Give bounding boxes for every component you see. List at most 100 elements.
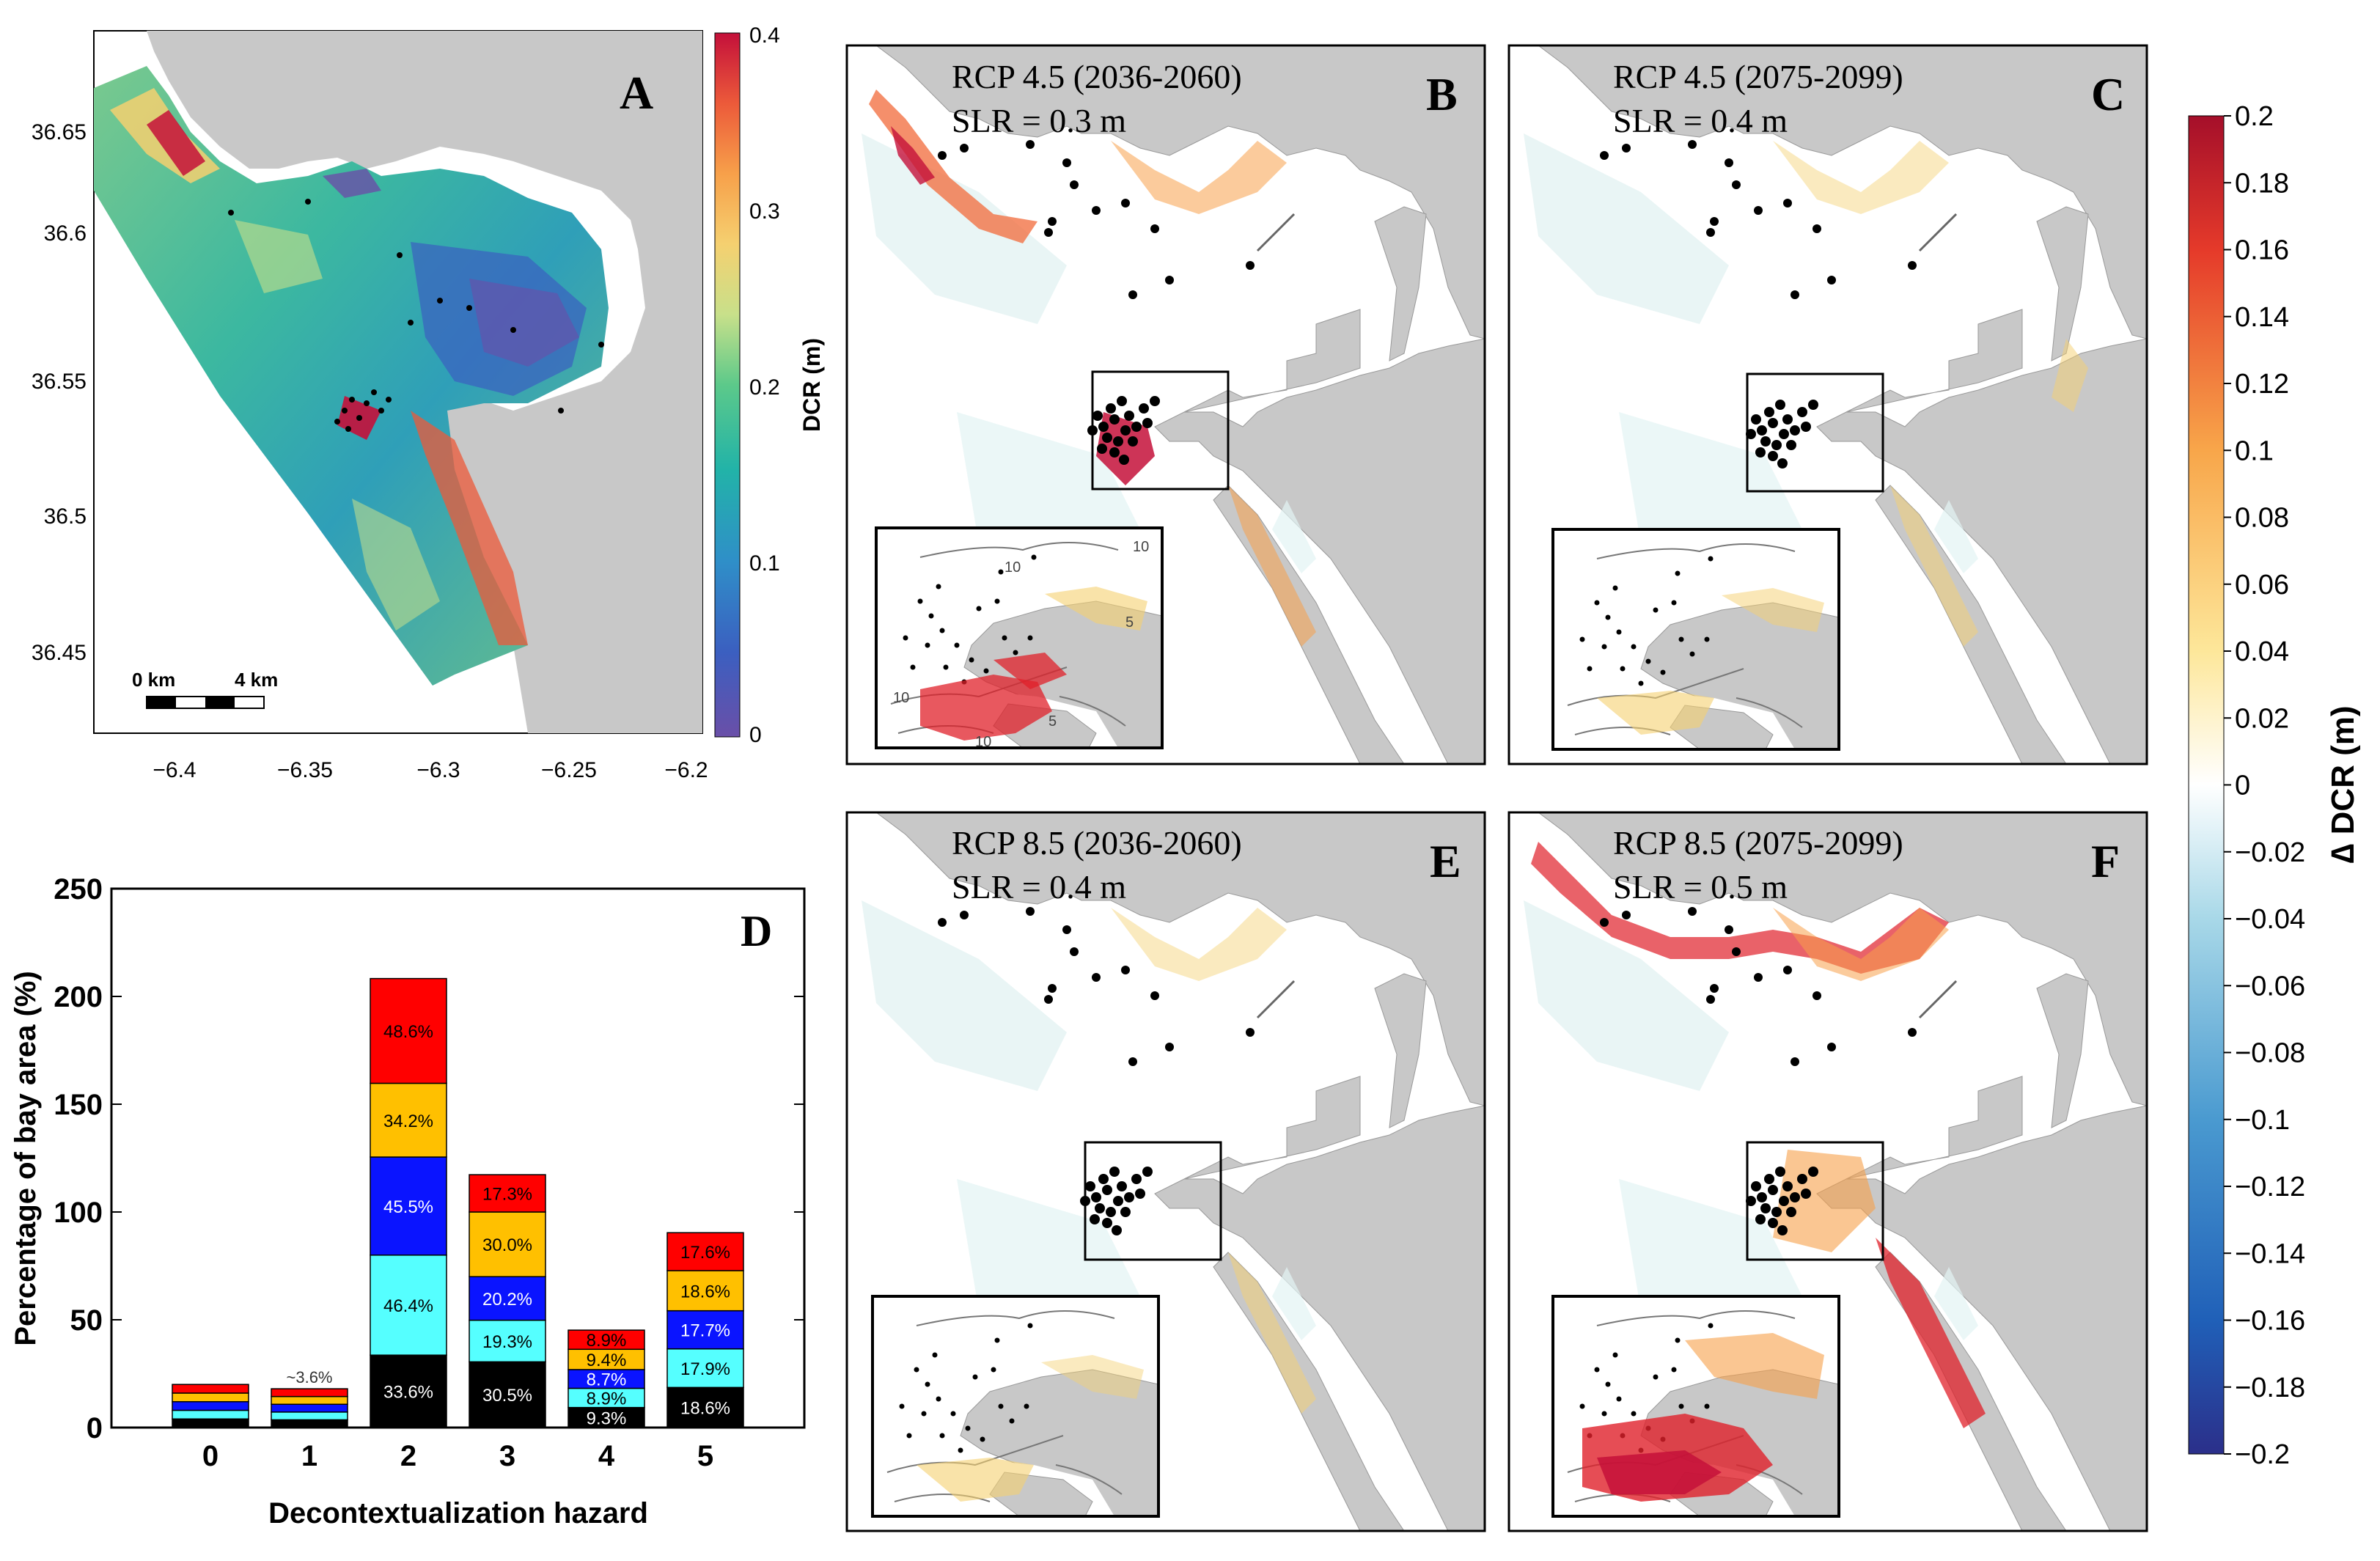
delta-tick-label: 0.1 <box>2235 436 2274 466</box>
dcr-tick-4: 0 <box>749 723 762 747</box>
contour-label-5: 10 <box>975 734 991 750</box>
chart-bar-segment <box>172 1418 249 1428</box>
chart-bar-segment <box>271 1395 348 1405</box>
chart-ytick-label: 50 <box>70 1304 103 1337</box>
delta-tick-label: −0.18 <box>2235 1373 2305 1403</box>
chart-bar-segment <box>172 1384 249 1394</box>
chart-ytick-label: 250 <box>54 873 103 906</box>
chart-bar-segment <box>469 1361 546 1428</box>
contour-label-3: 5 <box>1125 614 1134 631</box>
chart-ytick-label: 100 <box>54 1197 103 1229</box>
chart-data-label: 30.0% <box>482 1235 532 1255</box>
panel-a-x-ticks: −6.4 −6.35 −6.3 −6.25 −6.2 <box>153 758 708 782</box>
chart-bar-segment <box>469 1174 546 1213</box>
chart-bar-segment <box>271 1419 348 1428</box>
chart-bar-segment <box>666 1310 744 1350</box>
chart-bar-segment <box>666 1232 744 1271</box>
contour-label-4: 5 <box>1048 713 1057 730</box>
chart-bar-segment <box>271 1403 348 1413</box>
dcr-tick-3: 0.1 <box>749 551 780 576</box>
scalebar-left-label: 0 km <box>132 669 175 691</box>
chart-bar-segment <box>666 1386 744 1428</box>
panel-a-letter: A <box>620 67 653 119</box>
chart-data-label: 18.6% <box>680 1282 730 1301</box>
map-c-letter: C <box>2091 68 2125 120</box>
delta-tick-label: −0.14 <box>2235 1238 2305 1269</box>
delta-tick-label: −0.12 <box>2235 1172 2305 1202</box>
chart-xtick-label: 1 <box>301 1440 317 1472</box>
delta-tick-label: −0.2 <box>2235 1439 2290 1470</box>
delta-tick-label: 0 <box>2235 771 2250 801</box>
map-panel-c: RCP 4.5 (2075-2099) SLR = 0.4 m C <box>1507 44 2148 765</box>
inset-contour-labels: 10 10 10 5 5 10 <box>893 539 1149 750</box>
delta-tick-label: 0.04 <box>2235 636 2289 667</box>
panel-d-chart: 0 50 100 150 200 250 0 1 2 3 4 5 ~3.6% 33.6% 46.4% 45.… <box>10 873 806 1529</box>
contour-label-0: 10 <box>1133 539 1149 555</box>
map-c-slr: SLR = 0.4 m <box>1613 102 1788 139</box>
chart-data-label: 48.6% <box>383 1022 433 1042</box>
delta-tick-label: −0.08 <box>2235 1038 2305 1069</box>
a-ytick-4: 36.45 <box>32 641 87 665</box>
chart-data-label: 8.9% <box>587 1389 627 1409</box>
delta-tick-label: 0.08 <box>2235 503 2289 534</box>
a-xtick-0: −6.4 <box>153 758 196 782</box>
chart-bar-segment <box>172 1400 249 1411</box>
chart-ylabel: Percentage of bay area (%) <box>10 971 42 1345</box>
delta-tick-label: −0.02 <box>2235 837 2305 868</box>
chart-data-label: 17.7% <box>680 1321 730 1341</box>
map-panel-b: RCP 4.5 (2036-2060) SLR = 0.3 m B <box>845 44 1486 765</box>
a-xtick-4: −6.2 <box>664 758 708 782</box>
a-xtick-3: −6.25 <box>541 758 597 782</box>
chart-bar-segment <box>172 1392 249 1403</box>
chart-data-label: 19.3% <box>482 1332 532 1352</box>
a-ytick-3: 36.5 <box>44 504 87 529</box>
chart-xtick-label: 0 <box>202 1440 218 1472</box>
a-ytick-0: 36.65 <box>32 120 87 144</box>
dcr-tick-0: 0.4 <box>749 23 780 48</box>
chart-data-label: 45.5% <box>383 1197 433 1217</box>
a-ytick-1: 36.6 <box>44 221 87 246</box>
chart-data-label: 33.6% <box>383 1383 433 1403</box>
map-b-scenario: RCP 4.5 (2036-2060) <box>952 58 1242 95</box>
a-ytick-2: 36.55 <box>32 370 87 394</box>
chart-data-label: 8.7% <box>587 1370 627 1390</box>
delta-dcr-colorbar: 0.2 0.18 0.16 0.14 0.12 0.1 0.08 0.06 0.04 0.02 0 −… <box>2188 101 2361 1470</box>
chart-bar-segment <box>568 1329 645 1351</box>
chart-data-label: 17.6% <box>680 1243 730 1263</box>
chart-data-label: 34.2% <box>383 1112 433 1131</box>
map-e-slr: SLR = 0.4 m <box>952 868 1126 906</box>
chart-bar-segment <box>469 1319 546 1363</box>
chart-ytick-label: 150 <box>54 1089 103 1121</box>
chart-xtick-label: 4 <box>598 1440 615 1472</box>
delta-tick-label: 0.02 <box>2235 703 2289 734</box>
dcr-tick-1: 0.3 <box>749 199 780 224</box>
chart-bar-segment <box>568 1348 645 1370</box>
chart-data-label: 17.3% <box>482 1185 532 1205</box>
chart-bar-segment <box>271 1388 348 1397</box>
map-e-scenario: RCP 8.5 (2036-2060) <box>952 824 1242 862</box>
map-panel-f: RCP 8.5 (2075-2099) SLR = 0.5 m F <box>1507 811 2148 1532</box>
chart-bar-segment <box>370 1082 447 1158</box>
delta-tick-label: −0.1 <box>2235 1105 2290 1136</box>
delta-tick-label: −0.06 <box>2235 971 2305 1002</box>
map-b-letter: B <box>1426 68 1458 120</box>
delta-tick-label: −0.04 <box>2235 904 2305 935</box>
chart-bar-segment <box>370 1354 447 1428</box>
chart-bar-segment <box>568 1369 645 1389</box>
chart-data-label: 20.2% <box>482 1290 532 1310</box>
chart-bar-note: ~3.6% <box>287 1368 333 1386</box>
chart-data-label: 30.5% <box>482 1386 532 1406</box>
chart-xtick-label: 5 <box>697 1440 713 1472</box>
chart-bar-segment <box>172 1409 249 1419</box>
chart-xtick-label: 2 <box>400 1440 416 1472</box>
panel-a-map: 0 km 4 km A <box>93 30 703 734</box>
contour-label-1: 10 <box>1004 559 1021 576</box>
contour-label-2: 10 <box>893 690 909 706</box>
delta-tick-label: 0.14 <box>2235 302 2289 333</box>
a-xtick-2: −6.3 <box>416 758 460 782</box>
chart-bar-segment <box>568 1387 645 1408</box>
chart-data-label: 46.4% <box>383 1296 433 1316</box>
delta-tick-label: 0.06 <box>2235 570 2289 600</box>
scalebar-right-label: 4 km <box>235 669 278 691</box>
